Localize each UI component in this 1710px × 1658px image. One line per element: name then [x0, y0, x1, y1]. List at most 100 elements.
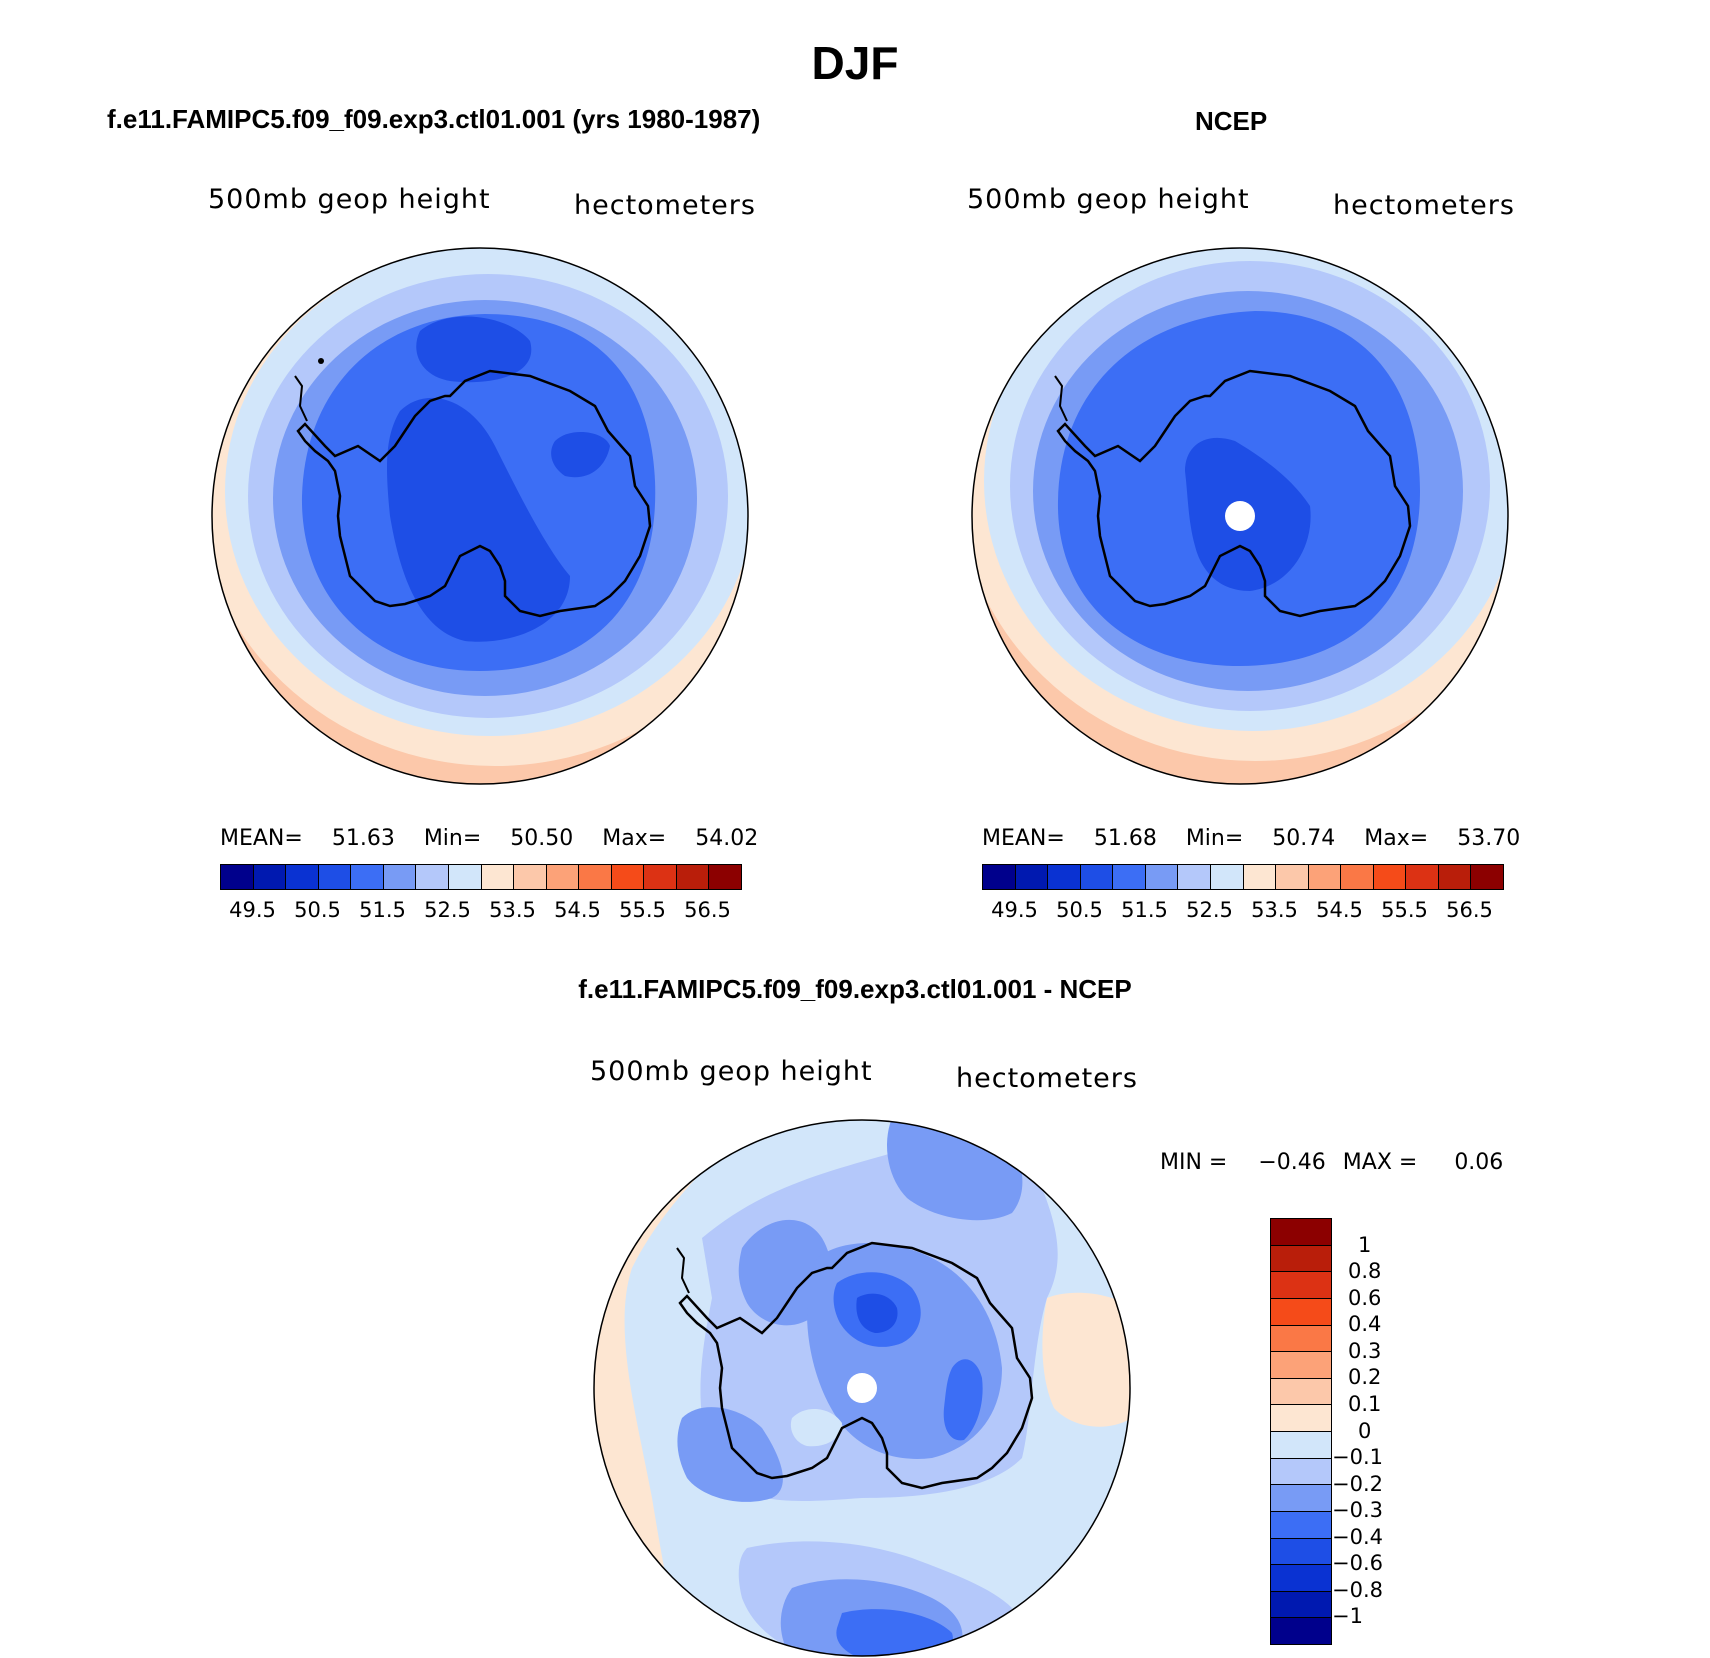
- mean-value: 51.68: [1093, 826, 1157, 851]
- colorbar-tick-label: 0.1: [1348, 1391, 1382, 1416]
- colorbar-swatch: [1243, 865, 1277, 889]
- max-label: Max=: [1364, 826, 1429, 851]
- mean-value: 51.63: [331, 826, 395, 851]
- coastline: [678, 1241, 1034, 1490]
- colorbar-swatch: [1271, 1432, 1331, 1459]
- colorbar-swatch: [481, 865, 515, 889]
- colorbar-swatch: [676, 865, 710, 889]
- colorbar-swatch: [1048, 865, 1081, 889]
- colorbar-swatch: [1341, 865, 1374, 889]
- min-label: Min=: [423, 826, 482, 851]
- colorbar-swatch: [1271, 1325, 1331, 1353]
- colorbar-tick-label: 0.2: [1348, 1365, 1382, 1390]
- colorbar-tick-label: −0.1: [1332, 1445, 1383, 1470]
- island: [318, 358, 324, 364]
- colorbar-swatch: [546, 865, 580, 889]
- colorbar-tick-label: 52.5: [424, 898, 471, 922]
- colorbar-swatch: [286, 865, 319, 889]
- colorbar-swatch: [1271, 1378, 1331, 1406]
- right-field-label: 500mb geop height: [967, 184, 1250, 215]
- colorbar-swatch: [1271, 1352, 1331, 1379]
- contour-fill: [594, 1120, 762, 1656]
- colorbar-swatch: [221, 865, 254, 889]
- pole-mask: [847, 1373, 877, 1403]
- colorbar-swatch: [383, 865, 417, 889]
- left-units-label: hectometers: [574, 190, 756, 221]
- colorbar-swatch: [1271, 1511, 1331, 1539]
- colorbar-swatch: [1308, 865, 1342, 889]
- colorbar-swatch: [1373, 865, 1407, 889]
- colorbar-tick-label: 49.5: [991, 898, 1038, 922]
- coastline: [294, 375, 308, 422]
- colorbar-swatch: [351, 865, 384, 889]
- colorbar-tick-label: 55.5: [1381, 898, 1428, 922]
- diff-units-label: hectometers: [956, 1063, 1138, 1094]
- colorbar-tick-label: −0.8: [1332, 1577, 1383, 1602]
- colorbar-swatch: [1471, 865, 1503, 889]
- colorbar-swatch: [611, 865, 645, 889]
- colorbar-swatch: [983, 865, 1016, 889]
- right-units-label: hectometers: [1333, 190, 1515, 221]
- colorbar-swatch: [1271, 1298, 1331, 1326]
- colorbar-tick-label: −1: [1332, 1604, 1363, 1629]
- left-polar-map: [211, 247, 749, 785]
- right-colorbar: [982, 864, 1504, 890]
- colorbar-swatch: [1271, 1272, 1331, 1299]
- contour-fill: [416, 316, 532, 383]
- colorbar-swatch: [1271, 1565, 1331, 1592]
- min-value: −0.46: [1258, 1150, 1326, 1175]
- colorbar-tick-label: 50.5: [1056, 898, 1103, 922]
- coastline: [296, 369, 652, 618]
- max-value: 53.70: [1457, 826, 1521, 851]
- min-value: 50.74: [1272, 826, 1336, 851]
- colorbar-swatch: [1080, 865, 1114, 889]
- coastline: [1056, 369, 1412, 618]
- colorbar-tick-label: 0: [1358, 1418, 1372, 1443]
- contour-fill: [856, 1293, 898, 1333]
- colorbar-swatch: [644, 865, 677, 889]
- contour-fill: [790, 1408, 842, 1447]
- colorbar-swatch: [318, 865, 352, 889]
- colorbar-tick-label: 56.5: [684, 898, 731, 922]
- mean-label: MEAN=: [982, 826, 1065, 851]
- colorbar-swatch: [253, 865, 287, 889]
- colorbar-swatch: [416, 865, 449, 889]
- colorbar-swatch: [1271, 1538, 1331, 1566]
- colorbar-tick-label: 0.6: [1348, 1285, 1382, 1310]
- colorbar-swatch: [514, 865, 547, 889]
- colorbar-swatch: [709, 865, 741, 889]
- colorbar-tick-label: 1: [1358, 1232, 1372, 1257]
- colorbar-tick-label: −0.2: [1332, 1471, 1383, 1496]
- coastline: [1054, 375, 1068, 422]
- colorbar-swatch: [1178, 865, 1211, 889]
- colorbar-swatch: [1145, 865, 1179, 889]
- colorbar-swatch: [1406, 865, 1439, 889]
- left-field-label: 500mb geop height: [208, 184, 491, 215]
- colorbar-swatch: [448, 865, 482, 889]
- colorbar-swatch: [1271, 1618, 1331, 1644]
- colorbar-tick-label: 52.5: [1186, 898, 1233, 922]
- diff-colorbar-ticks: 1 0.8 0.6 0.4 0.3 0.2 0.1 0 −0.1 −0.2 −0.3 −0.4 −0.6…: [1332, 1218, 1420, 1643]
- colorbar-swatch: [1271, 1245, 1331, 1273]
- left-panel-title: f.e11.FAMIPC5.f09_f09.exp3.ctl01.001 (yr…: [107, 104, 761, 134]
- min-label: MIN =: [1160, 1150, 1228, 1175]
- colorbar-tick-label: 56.5: [1446, 898, 1493, 922]
- colorbar-swatch: [1271, 1591, 1331, 1619]
- colorbar-tick-label: 49.5: [229, 898, 276, 922]
- left-colorbar: [220, 864, 742, 890]
- diff-polar-map: [593, 1119, 1131, 1657]
- contour-fill: [943, 1359, 983, 1441]
- contour-fill: [677, 1407, 783, 1502]
- diff-colorbar: [1270, 1218, 1332, 1645]
- diff-stats: MIN = −0.46 MAX = 0.06: [1160, 1150, 1503, 1175]
- contour-fill: [551, 431, 610, 478]
- diff-field-label: 500mb geop height: [590, 1056, 873, 1087]
- min-value: 50.50: [510, 826, 574, 851]
- colorbar-swatch: [1271, 1485, 1331, 1512]
- contour-fill: [1042, 1292, 1130, 1427]
- colorbar-swatch: [1438, 865, 1472, 889]
- coastline: [676, 1247, 690, 1294]
- pole-mask: [1225, 501, 1255, 531]
- contour-fill: [387, 397, 570, 642]
- colorbar-tick-label: −0.6: [1332, 1551, 1383, 1576]
